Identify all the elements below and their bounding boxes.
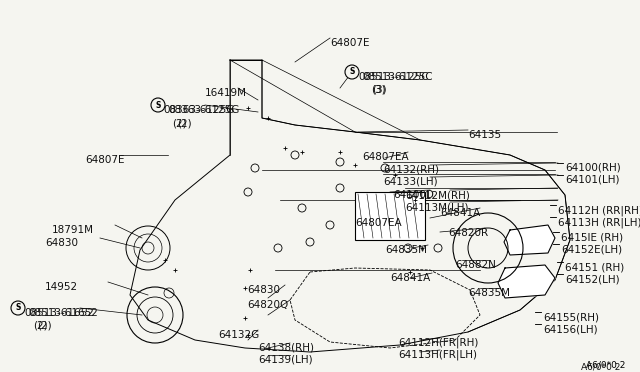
Polygon shape bbox=[504, 225, 555, 255]
Circle shape bbox=[345, 65, 359, 79]
Text: 64820R: 64820R bbox=[448, 228, 488, 238]
Text: 64133(LH): 64133(LH) bbox=[383, 177, 438, 187]
Text: (2): (2) bbox=[172, 118, 187, 128]
Text: 64112H (RR|RH): 64112H (RR|RH) bbox=[558, 205, 640, 215]
Circle shape bbox=[151, 98, 165, 112]
Bar bbox=[355, 192, 425, 240]
Text: (2): (2) bbox=[177, 118, 191, 128]
Text: 64132G: 64132G bbox=[218, 330, 259, 340]
Text: 64112M(RH): 64112M(RH) bbox=[405, 190, 470, 200]
Text: 64113H (RR|LH): 64113H (RR|LH) bbox=[558, 217, 640, 228]
Text: 64835M: 64835M bbox=[468, 288, 510, 298]
Text: 64113M(LH): 64113M(LH) bbox=[405, 202, 468, 212]
Text: 64830: 64830 bbox=[247, 285, 280, 295]
Text: 64151 (RH): 64151 (RH) bbox=[565, 262, 624, 272]
Polygon shape bbox=[498, 265, 555, 298]
Text: A6/0*0 2: A6/0*0 2 bbox=[586, 360, 625, 369]
Text: 64139(LH): 64139(LH) bbox=[258, 355, 312, 365]
Text: 64155(RH): 64155(RH) bbox=[543, 312, 599, 322]
Text: 64152(LH): 64152(LH) bbox=[565, 274, 620, 284]
Text: 64807E: 64807E bbox=[330, 38, 369, 48]
Text: 6415lE (RH): 6415lE (RH) bbox=[561, 232, 623, 242]
Text: A6/0*0 2: A6/0*0 2 bbox=[580, 362, 620, 371]
Text: 18791M: 18791M bbox=[52, 225, 94, 235]
Text: (3): (3) bbox=[371, 85, 386, 95]
Text: S: S bbox=[349, 67, 355, 77]
Text: 64152E(LH): 64152E(LH) bbox=[561, 244, 622, 254]
Text: (2): (2) bbox=[33, 320, 47, 330]
Text: 08513-61652: 08513-61652 bbox=[24, 308, 94, 318]
Text: 14952: 14952 bbox=[45, 282, 78, 292]
Text: (2): (2) bbox=[37, 320, 52, 330]
Text: 64100(RH): 64100(RH) bbox=[565, 163, 621, 173]
Text: 08363-6125G: 08363-6125G bbox=[168, 105, 239, 115]
Text: 64841A: 64841A bbox=[440, 208, 480, 218]
Text: 64138(RH): 64138(RH) bbox=[258, 343, 314, 353]
Text: 64135: 64135 bbox=[468, 130, 501, 140]
Text: 64112H(FR|RH): 64112H(FR|RH) bbox=[398, 338, 478, 349]
Text: 64830: 64830 bbox=[45, 238, 78, 248]
Text: S: S bbox=[156, 100, 161, 109]
Text: 64807E: 64807E bbox=[85, 155, 125, 165]
Circle shape bbox=[11, 301, 25, 315]
Text: 64100D: 64100D bbox=[393, 190, 434, 200]
Text: 08513-6125C: 08513-6125C bbox=[362, 72, 433, 82]
Text: S: S bbox=[15, 304, 20, 312]
Text: 64113H(FR|LH): 64113H(FR|LH) bbox=[398, 350, 477, 360]
Text: 64835M: 64835M bbox=[385, 245, 427, 255]
Text: 64841A: 64841A bbox=[390, 273, 430, 283]
Text: (3): (3) bbox=[372, 85, 387, 95]
Text: 64156(LH): 64156(LH) bbox=[543, 324, 598, 334]
Text: 08513-61652: 08513-61652 bbox=[28, 308, 98, 318]
Text: 08513-6125C: 08513-6125C bbox=[358, 72, 429, 82]
Text: 64132(RH): 64132(RH) bbox=[383, 165, 439, 175]
Text: 64101(LH): 64101(LH) bbox=[565, 175, 620, 185]
Text: 64807EA: 64807EA bbox=[355, 218, 402, 228]
Text: 08363-6125G: 08363-6125G bbox=[163, 105, 234, 115]
Text: 64807EA: 64807EA bbox=[362, 152, 408, 162]
Text: 64820Q: 64820Q bbox=[247, 300, 288, 310]
Text: 16419M: 16419M bbox=[205, 88, 247, 98]
Text: 64882N: 64882N bbox=[455, 260, 496, 270]
